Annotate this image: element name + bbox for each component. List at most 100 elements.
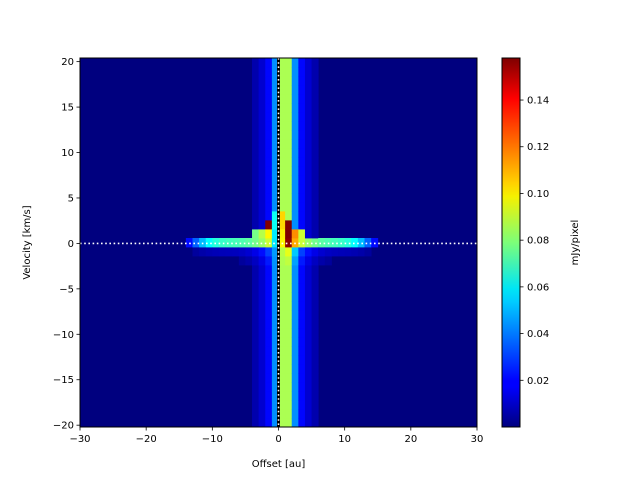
heatmap-cell — [311, 184, 319, 194]
heatmap-cell — [271, 364, 279, 374]
heatmap-cell — [265, 94, 273, 104]
heatmap-cell — [265, 229, 273, 239]
heatmap-cell — [285, 337, 293, 347]
heatmap-cell — [258, 373, 266, 383]
heatmap-cell — [278, 247, 286, 257]
heatmap-cell — [291, 139, 299, 149]
heatmap-cell — [258, 355, 266, 365]
heatmap-cell — [252, 346, 260, 356]
heatmap-cell — [278, 94, 286, 104]
heatmap-cell — [258, 346, 266, 356]
heatmap-cell — [252, 202, 260, 212]
heatmap-cell — [285, 94, 293, 104]
heatmap-cell — [271, 400, 279, 410]
heatmap-cell — [278, 346, 286, 356]
heatmap-cell — [291, 382, 299, 392]
heatmap-cell — [285, 139, 293, 149]
heatmap-cell — [304, 418, 312, 427]
heatmap-cell — [298, 202, 306, 212]
heatmap-cell — [258, 202, 266, 212]
heatmap-cell — [285, 103, 293, 113]
heatmap-cell — [291, 265, 299, 275]
heatmap-cell — [311, 157, 319, 167]
heatmap-cell — [291, 283, 299, 293]
heatmap-cell — [311, 283, 319, 293]
heatmap-cell — [271, 265, 279, 275]
heatmap-cell — [265, 76, 273, 86]
heatmap-cell — [252, 85, 260, 95]
heatmap-cell — [311, 247, 319, 257]
heatmap-cell — [265, 319, 273, 329]
heatmap-cell — [271, 346, 279, 356]
heatmap-cell — [311, 391, 319, 401]
heatmap-cell — [285, 121, 293, 131]
heatmap-cell — [291, 184, 299, 194]
heatmap-cell — [285, 265, 293, 275]
heatmap-cell — [351, 247, 359, 257]
heatmap-cell — [252, 193, 260, 203]
heatmap-cell — [258, 211, 266, 221]
colorbar-tick-label: 0.06 — [527, 282, 549, 293]
heatmap-cell — [278, 409, 286, 419]
heatmap-cell — [291, 67, 299, 77]
heatmap-cell — [291, 94, 299, 104]
heatmap-cell — [258, 319, 266, 329]
heatmap-cell — [278, 148, 286, 158]
heatmap-cell — [265, 355, 273, 365]
heatmap-cell — [278, 103, 286, 113]
heatmap-cell — [278, 292, 286, 302]
heatmap-cell — [278, 112, 286, 122]
heatmap-cell — [271, 328, 279, 338]
heatmap-cell — [258, 400, 266, 410]
heatmap-cell — [285, 409, 293, 419]
heatmap-cell — [258, 175, 266, 185]
heatmap-cell — [271, 130, 279, 140]
heatmap-cell — [304, 211, 312, 221]
heatmap-cell — [252, 229, 260, 239]
heatmap-cell — [285, 373, 293, 383]
heatmap-cell — [252, 355, 260, 365]
heatmap-cell — [304, 220, 312, 230]
heatmap-cell — [265, 112, 273, 122]
heatmap-cell — [331, 238, 339, 248]
heatmap-cell — [285, 76, 293, 86]
heatmap-cell — [311, 166, 319, 176]
heatmap-cell — [252, 337, 260, 347]
heatmap-cell — [298, 391, 306, 401]
heatmap-cell — [298, 337, 306, 347]
heatmap-cell — [271, 58, 279, 68]
heatmap-cell — [265, 157, 273, 167]
heatmap-cell — [304, 364, 312, 374]
heatmap-cell — [311, 58, 319, 68]
heatmap-cell — [258, 292, 266, 302]
heatmap-cell — [271, 409, 279, 419]
heatmap-cell — [271, 166, 279, 176]
heatmap-cell — [304, 112, 312, 122]
heatmap-cell — [304, 121, 312, 131]
heatmap-cell — [304, 328, 312, 338]
heatmap-cell — [298, 274, 306, 284]
heatmap-cell — [298, 265, 306, 275]
heatmap-cell — [258, 130, 266, 140]
heatmap-cell — [252, 58, 260, 68]
heatmap-cell — [252, 382, 260, 392]
colorbar-tick-label: 0.12 — [527, 142, 549, 153]
heatmap-cell — [291, 193, 299, 203]
x-tick-label: −30 — [69, 434, 90, 445]
heatmap-cell — [252, 283, 260, 293]
heatmap-cell — [258, 310, 266, 320]
heatmap-cell — [364, 247, 372, 257]
heatmap-cell — [285, 175, 293, 185]
heatmap-cell — [291, 319, 299, 329]
heatmap-cell — [205, 238, 213, 248]
heatmap-cell — [258, 301, 266, 311]
colorbar-ticks: 0.02 0.04 0.06 0.08 0.10 0.12 0.14 — [520, 96, 549, 387]
heatmap-cell — [258, 247, 266, 257]
heatmap-cell — [232, 247, 240, 257]
heatmap-cell — [298, 121, 306, 131]
heatmap-cell — [291, 112, 299, 122]
heatmap-cell — [252, 274, 260, 284]
heatmap-cell — [298, 193, 306, 203]
heatmap-cell — [278, 274, 286, 284]
